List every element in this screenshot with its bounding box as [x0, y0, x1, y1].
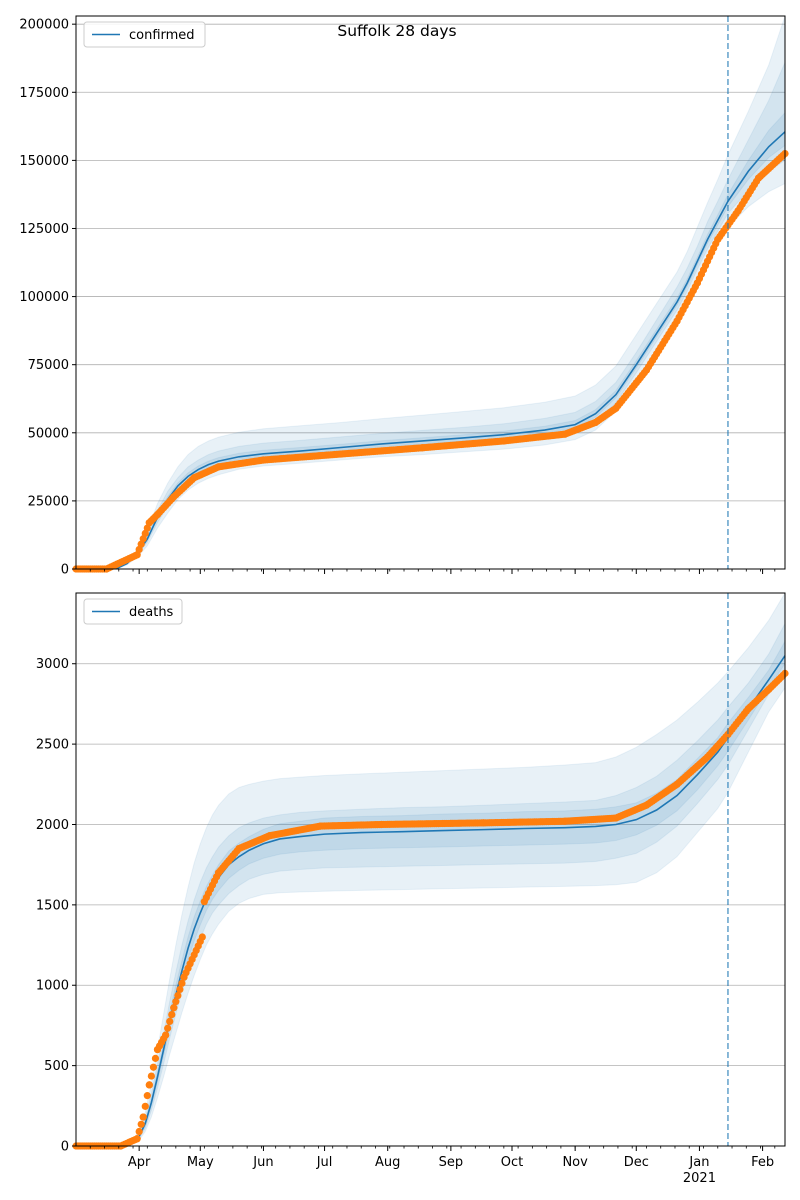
- x-tick-label: Jan: [688, 1155, 709, 1170]
- x-axis: [89, 569, 776, 574]
- y-tick-label: 3000: [36, 657, 69, 672]
- observed-point: [137, 1120, 145, 1128]
- y-tick-label: 100000: [19, 290, 69, 305]
- x-year-label: 2021: [683, 1171, 716, 1186]
- x-tick-label: Apr: [128, 1155, 151, 1170]
- legend: confirmed: [83, 21, 206, 48]
- chart-title: Suffolk 28 days: [337, 22, 456, 40]
- observed-point: [143, 1092, 151, 1100]
- observed-point: [164, 1024, 172, 1032]
- x-tick-label: May: [187, 1155, 214, 1170]
- y-tick-label: 150000: [19, 154, 69, 169]
- y-tick-label: 175000: [19, 86, 69, 101]
- legend-label: confirmed: [129, 28, 195, 43]
- observed-point: [170, 1004, 178, 1012]
- y-tick-label: 125000: [19, 222, 69, 237]
- observed-point: [198, 933, 206, 941]
- y-tick-label: 25000: [28, 494, 69, 509]
- x-tick-label: Nov: [562, 1155, 588, 1170]
- axes-frame: [75, 592, 786, 1147]
- legend-box: [83, 21, 206, 48]
- y-tick-label: 0: [61, 563, 69, 578]
- observed-points: [72, 149, 789, 573]
- x-axis: Apr May Jun Jul Aug Sep Oct Nov Dec Jan Feb 2021: [89, 1146, 776, 1186]
- model-line: [76, 655, 786, 1147]
- x-tick-label: Jul: [316, 1155, 333, 1170]
- y-tick-label: 2000: [36, 818, 69, 833]
- y-tick-label: 1500: [36, 898, 69, 913]
- observed-point: [133, 1135, 141, 1143]
- observed-point: [151, 1054, 160, 1062]
- observed-point: [162, 1031, 170, 1039]
- y-tick-label: 50000: [28, 426, 69, 441]
- observed-point: [176, 985, 184, 994]
- y-tick-label: 1000: [36, 979, 69, 994]
- confirmed-panel: 0 25000 50000 75000 100000 125000 150000 175000…: [19, 15, 789, 578]
- y-tick-label: 0: [61, 1140, 69, 1155]
- x-tick-label: Aug: [375, 1155, 400, 1170]
- x-tick-label: Jun: [252, 1155, 273, 1170]
- legend-label: deaths: [129, 605, 174, 620]
- observed-point: [178, 979, 186, 987]
- observed-points: [72, 669, 789, 1150]
- observed-point: [147, 1072, 155, 1080]
- y-axis: 0 500 1000 1500 2000 2500 3000: [36, 657, 76, 1155]
- observed-point: [135, 1127, 143, 1136]
- x-tick-label: Feb: [751, 1155, 774, 1170]
- y-tick-label: 500: [44, 1059, 69, 1074]
- observed-point: [174, 991, 182, 1000]
- y-axis: 0 25000 50000 75000 100000 125000 150000 175000…: [19, 18, 76, 578]
- y-tick-label: 2500: [36, 738, 69, 753]
- observed-point: [172, 998, 180, 1006]
- axes-frame: [75, 15, 786, 570]
- y-tick-label: 75000: [28, 358, 69, 373]
- legend-box: [83, 598, 183, 625]
- observed-point: [141, 1102, 149, 1110]
- observed-point: [139, 1113, 147, 1121]
- observed-point: [149, 1063, 158, 1071]
- x-tick-label: Oct: [501, 1155, 523, 1170]
- y-tick-label: 200000: [19, 18, 69, 33]
- observed-point: [168, 1010, 176, 1019]
- observed-point: [145, 1081, 153, 1089]
- observed-point: [166, 1017, 174, 1026]
- x-tick-label: Dec: [624, 1155, 649, 1170]
- legend: deaths: [83, 598, 183, 625]
- x-tick-label: Sep: [439, 1155, 464, 1170]
- deaths-panel: 0 500 1000 1500 2000 2500 3000 Apr May Jun Jul Aug S…: [36, 591, 789, 1186]
